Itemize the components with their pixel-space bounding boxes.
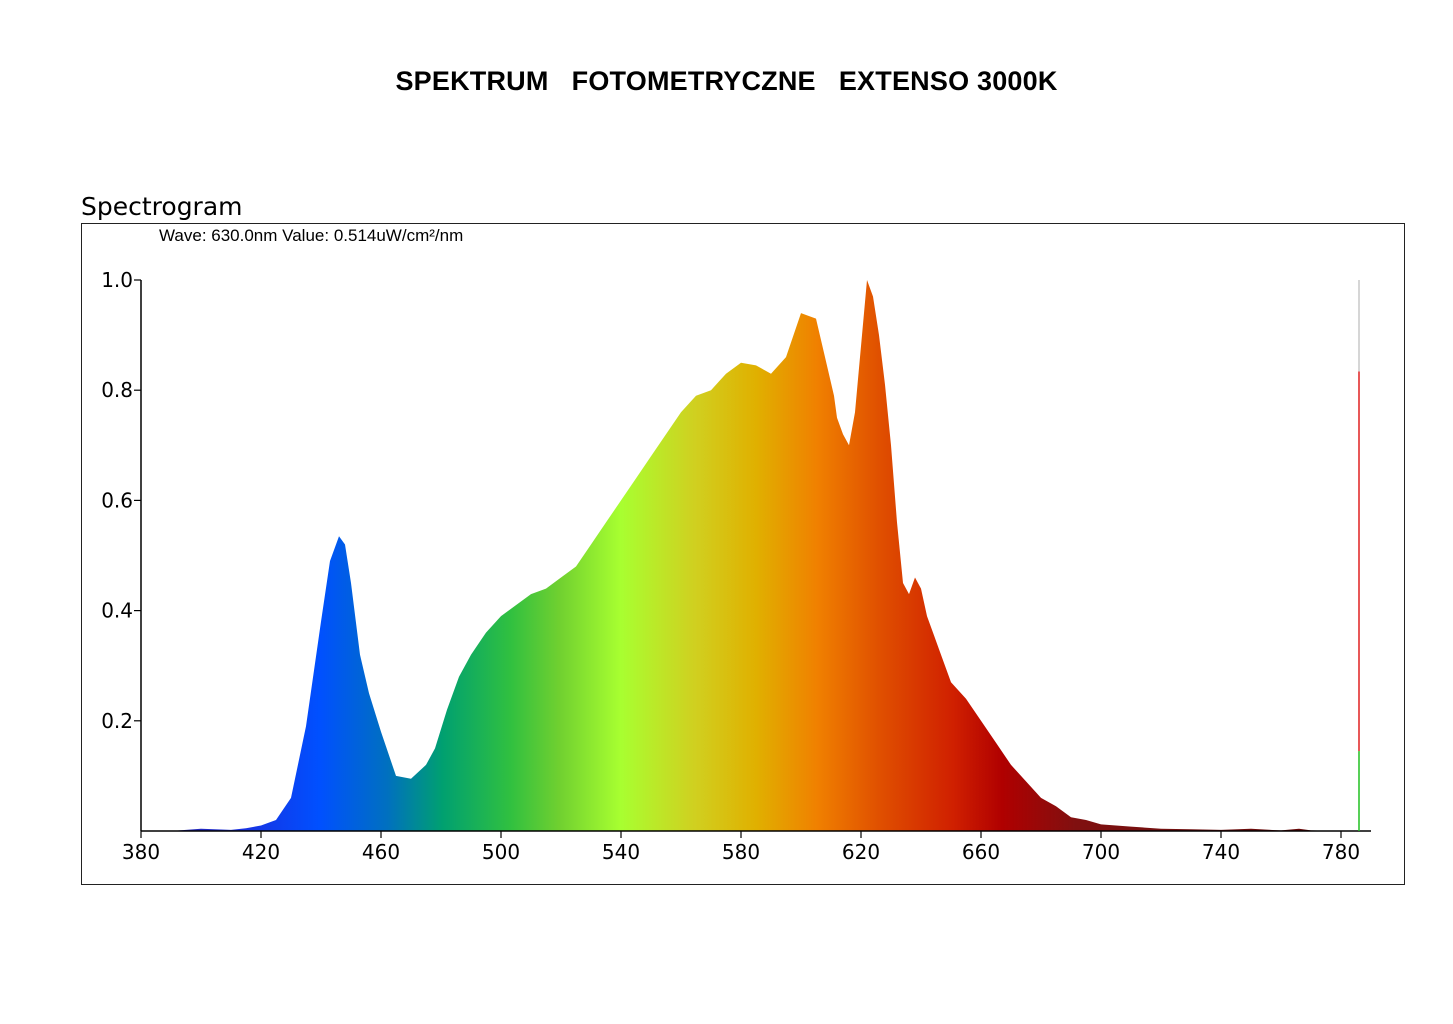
- x-tick-label: 740: [1202, 840, 1240, 864]
- x-tick-label: 540: [602, 840, 640, 864]
- x-axis-ticks: 380 420 460 500 540 580 620 660 700 740 780: [122, 831, 1360, 864]
- plot-frame: [81, 223, 1405, 885]
- y-tick-label: 0.8: [101, 378, 133, 402]
- x-tick-label: 660: [962, 840, 1000, 864]
- y-tick-label: 0.2: [101, 709, 133, 733]
- x-tick-label: 620: [842, 840, 880, 864]
- x-tick-label: 780: [1322, 840, 1360, 864]
- x-tick-label: 700: [1082, 840, 1120, 864]
- x-tick-label: 500: [482, 840, 520, 864]
- x-tick-label: 580: [722, 840, 760, 864]
- spectrogram-title: Spectrogram: [81, 192, 243, 221]
- x-tick-label: 460: [362, 840, 400, 864]
- cursor-readout: Wave: 630.0nm Value: 0.514uW/cm²/nm: [159, 226, 464, 245]
- y-tick-label: 0.6: [101, 488, 133, 512]
- spectrum-area: [141, 280, 1341, 831]
- x-tick-label: 380: [122, 840, 160, 864]
- y-axis-ticks: 1.0 0.8 0.6 0.4 0.2: [101, 268, 141, 733]
- y-tick-label: 1.0: [101, 268, 133, 292]
- y-tick-label: 0.4: [101, 599, 133, 623]
- page-title: SPEKTRUM FOTOMETRYCZNE EXTENSO 3000K: [395, 66, 1058, 96]
- x-tick-label: 420: [242, 840, 280, 864]
